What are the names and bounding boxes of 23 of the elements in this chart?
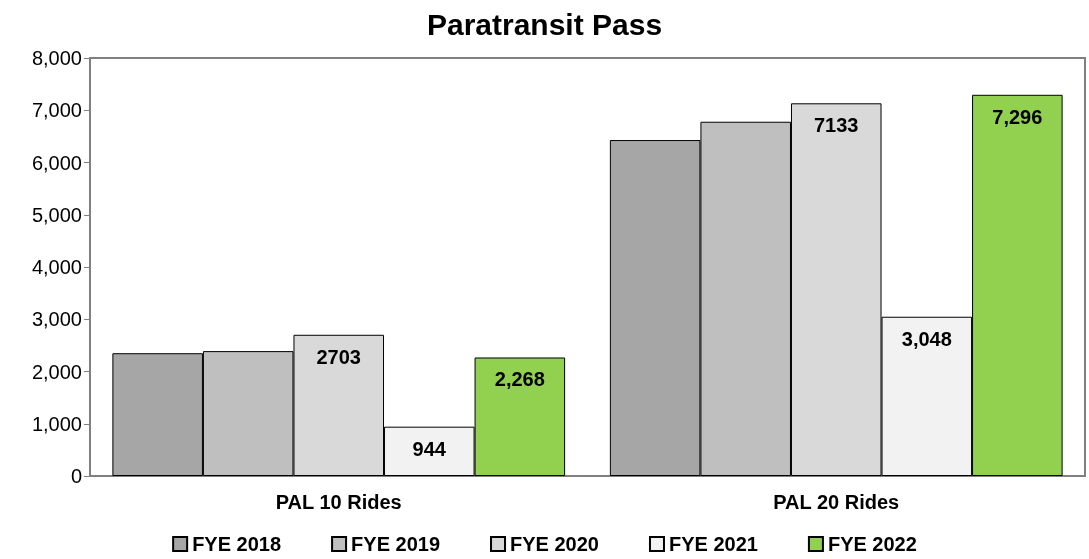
x-tick-label: PAL 10 Rides (275, 491, 402, 513)
data-label: 7133 (814, 114, 859, 137)
data-label: 3,048 (901, 327, 952, 350)
y-tick-label: 0 (70, 465, 82, 487)
y-tick-label: 5,000 (31, 203, 82, 226)
legend-label: FYE 2020 (510, 533, 599, 555)
legend-label: FYE 2018 (192, 533, 282, 555)
data-label: 7,296 (992, 105, 1043, 128)
y-tick-label: 6,000 (31, 151, 82, 174)
y-tick-label: 3,000 (31, 308, 82, 331)
data-label: 2703 (316, 345, 361, 368)
chart-title: Paratransit Pass (426, 7, 663, 41)
legend-label: FYE 2019 (351, 533, 441, 555)
y-tick-label: 8,000 (31, 47, 82, 69)
y-tick-label: 2,000 (31, 360, 82, 383)
data-label: 944 (412, 437, 447, 460)
y-tick-label: 7,000 (31, 99, 82, 122)
data-label: 2,268 (494, 368, 545, 391)
y-tick-label: 4,000 (31, 256, 82, 278)
x-tick-label: PAL 20 Rides (773, 491, 900, 513)
legend-label: FYE 2022 (827, 533, 917, 555)
y-tick-label: 1,000 (31, 412, 82, 435)
legend-label: FYE 2021 (668, 533, 758, 555)
